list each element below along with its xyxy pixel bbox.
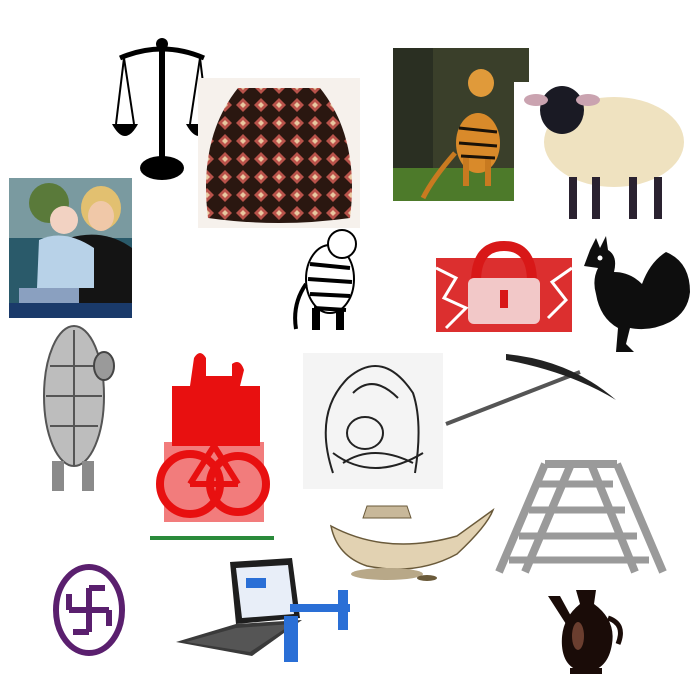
rooster-silhouette-icon	[570, 232, 694, 356]
scales-of-justice-icon	[112, 36, 212, 186]
pickaxe-icon	[440, 350, 620, 430]
black-jug-icon	[546, 584, 628, 676]
mother-and-baby-photo	[9, 178, 132, 318]
mother-child-line-drawing	[303, 353, 443, 489]
sheep-illustration	[514, 82, 686, 228]
tortoise-sketch	[38, 306, 118, 498]
tiger-sketch-icon	[290, 224, 364, 334]
patterned-cap-photo	[198, 78, 360, 228]
swastika-emblem-icon	[52, 563, 126, 657]
ladder-icon	[495, 460, 667, 576]
red-bicycle-icon	[150, 346, 274, 544]
red-lock-icon	[436, 238, 572, 332]
tiger-photo	[393, 48, 529, 201]
laptop-console-illustration	[172, 556, 354, 666]
oil-lamp-illustration	[327, 496, 495, 582]
